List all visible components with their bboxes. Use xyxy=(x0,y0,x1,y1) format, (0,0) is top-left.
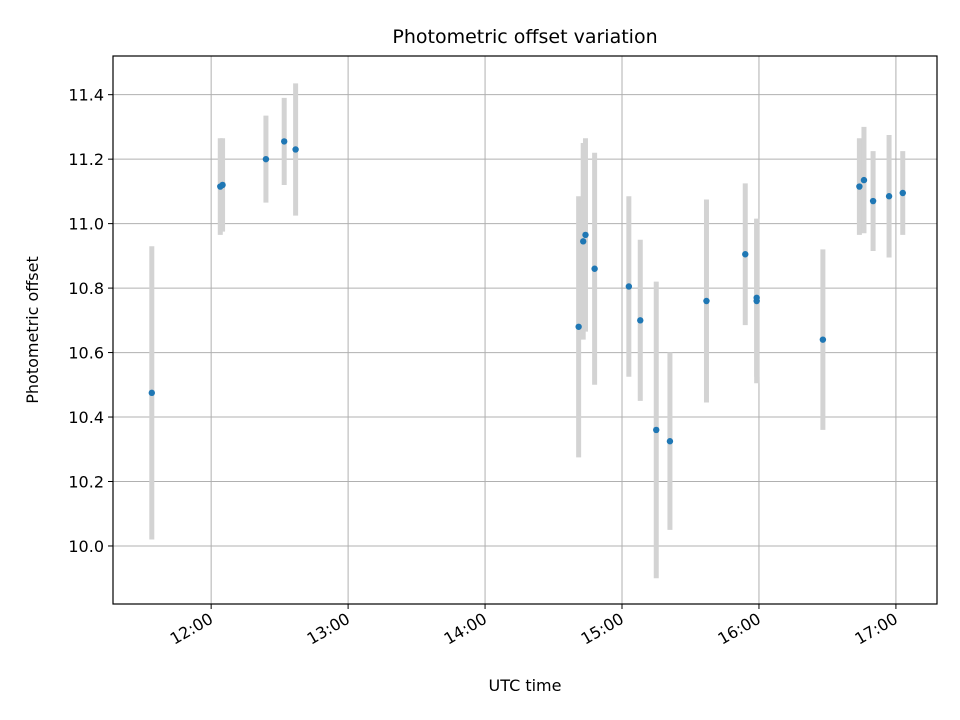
data-point xyxy=(591,265,598,272)
data-point xyxy=(666,438,674,445)
data-point xyxy=(860,176,868,184)
data-point xyxy=(742,251,749,258)
grid xyxy=(113,56,937,604)
data-point xyxy=(582,231,589,239)
data-point xyxy=(280,138,288,145)
data-point xyxy=(856,183,863,190)
y-tick-label: 10.2 xyxy=(68,473,104,492)
y-tick-label: 10.4 xyxy=(68,408,104,427)
y-tick-label: 10.8 xyxy=(68,279,104,298)
data-point xyxy=(753,294,760,301)
y-tick-label: 11.4 xyxy=(68,86,104,105)
y-axis-ticks: 10.0 10.2 10.4 10.6 10.8 11.0 11.2 11.4 xyxy=(68,86,113,556)
data-point xyxy=(637,317,644,324)
data-point xyxy=(262,155,270,163)
data-point xyxy=(885,193,893,200)
data-point xyxy=(148,389,156,397)
data-points xyxy=(148,138,906,445)
data-point xyxy=(899,189,906,197)
data-point xyxy=(703,297,710,305)
y-tick-label: 10.6 xyxy=(68,344,104,363)
data-point xyxy=(625,283,633,290)
data-point xyxy=(869,197,877,205)
data-point xyxy=(575,323,582,330)
plot-frame xyxy=(112,55,938,605)
data-point xyxy=(292,146,299,153)
chart-title: Photometric offset variation xyxy=(392,26,657,48)
x-axis-label: UTC time xyxy=(489,676,562,695)
y-axis-label: Photometric offset xyxy=(23,256,42,404)
y-tick-label: 11.2 xyxy=(68,150,104,169)
data-point xyxy=(219,181,226,189)
y-tick-label: 11.0 xyxy=(68,215,104,234)
data-point xyxy=(819,336,827,343)
y-tick-label: 10.0 xyxy=(68,537,104,556)
data-point xyxy=(653,426,660,434)
data-point xyxy=(580,238,587,245)
